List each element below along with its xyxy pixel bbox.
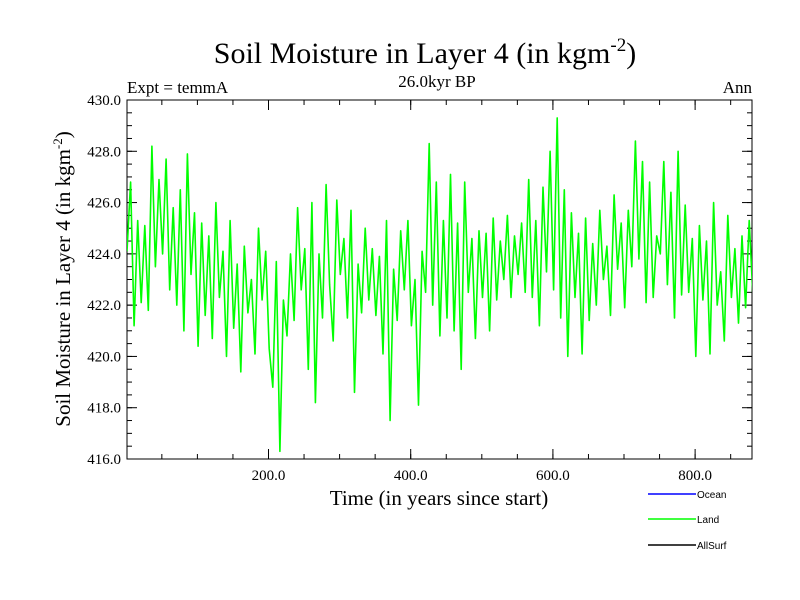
y-tick-label: 424.0 bbox=[87, 247, 121, 263]
x-tick-label: 200.0 bbox=[252, 468, 286, 484]
y-axis-label-sup: -2 bbox=[50, 138, 65, 149]
y-tick-label: 416.0 bbox=[87, 452, 121, 468]
chart-title-close: ) bbox=[626, 37, 636, 70]
y-tick-label: 420.0 bbox=[87, 349, 121, 365]
x-tick-label: 800.0 bbox=[678, 468, 712, 484]
chart-title-sup: -2 bbox=[610, 35, 626, 56]
season-label: Ann bbox=[723, 78, 753, 97]
chart-title: Soil Moisture in Layer 4 (in kgm-2) bbox=[214, 35, 636, 70]
series-group bbox=[127, 117, 752, 453]
y-tick-label: 422.0 bbox=[87, 298, 121, 314]
legend-label-land: Land bbox=[697, 515, 719, 526]
x-tick-label: 400.0 bbox=[394, 468, 428, 484]
legend-label-ocean: Ocean bbox=[697, 490, 726, 501]
legend-label-allsurf: AllSurf bbox=[697, 541, 727, 552]
y-tick-label: 418.0 bbox=[87, 401, 121, 417]
period-label: 26.0kyr BP bbox=[398, 72, 475, 91]
x-tick-labels: 200.0 400.0 600.0 800.0 bbox=[252, 468, 712, 484]
y-tick-label: 428.0 bbox=[87, 144, 121, 160]
chart-title-main: Soil Moisture in Layer 4 (in kgm bbox=[214, 37, 611, 70]
major-ticks bbox=[127, 99, 752, 460]
x-tick-label: 600.0 bbox=[536, 468, 570, 484]
series-line-land bbox=[127, 117, 752, 453]
y-tick-label: 426.0 bbox=[87, 196, 121, 212]
y-tick-labels: 416.0 418.0 420.0 422.0 424.0 426.0 428.0 430.0 bbox=[87, 93, 121, 468]
y-tick-label: 430.0 bbox=[87, 93, 121, 109]
expt-label: Expt = temmA bbox=[127, 78, 229, 97]
y-axis-label-main: Soil Moisture in Layer 4 (in kgm bbox=[51, 149, 75, 427]
x-axis-label: Time (in years since start) bbox=[330, 486, 549, 510]
y-axis-label: Soil Moisture in Layer 4 (in kgm-2) bbox=[50, 131, 75, 426]
y-axis-label-close: ) bbox=[51, 131, 75, 138]
legend: Ocean Land AllSurf bbox=[648, 490, 727, 552]
